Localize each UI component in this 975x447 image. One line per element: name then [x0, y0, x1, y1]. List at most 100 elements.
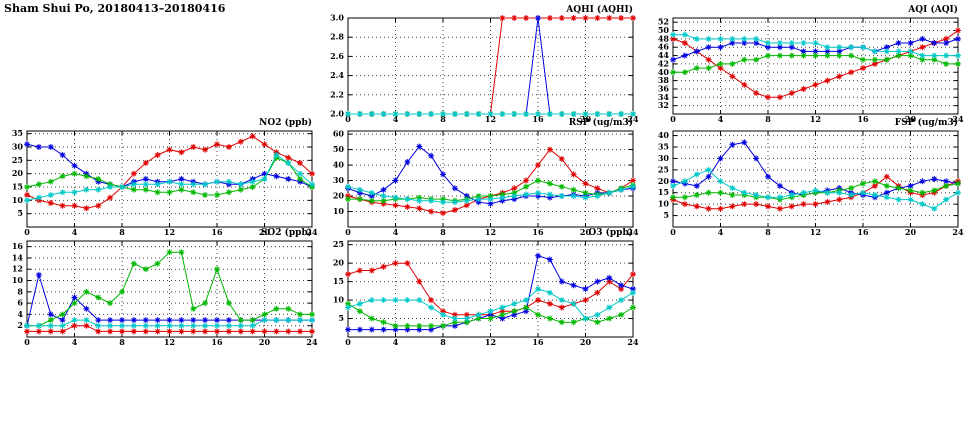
chart-plot-o3: 5 10 15 20 25 0 4 8 12 16 20 24 [333, 239, 639, 347]
svg-text:12: 12 [485, 227, 496, 237]
svg-text:20: 20 [580, 227, 592, 237]
svg-text:4: 4 [17, 309, 23, 319]
svg-text:8: 8 [440, 114, 446, 124]
svg-text:12: 12 [810, 227, 821, 237]
svg-text:25: 25 [658, 164, 669, 174]
svg-text:24: 24 [306, 227, 318, 237]
svg-text:50: 50 [333, 144, 345, 154]
svg-text:4: 4 [718, 227, 724, 237]
svg-text:32: 32 [658, 100, 669, 110]
svg-text:16: 16 [857, 227, 869, 237]
svg-text:10: 10 [333, 206, 345, 216]
svg-text:16: 16 [532, 227, 544, 237]
chart-plot-rsp: 10 20 30 40 50 60 0 4 8 12 16 20 24 [333, 129, 639, 237]
svg-text:4: 4 [718, 114, 724, 124]
svg-text:8: 8 [17, 286, 23, 296]
svg-text:20: 20 [905, 227, 917, 237]
svg-text:52: 52 [658, 17, 669, 27]
svg-text:34: 34 [658, 92, 670, 102]
svg-text:16: 16 [211, 227, 223, 237]
chart-title-fsp: FSP (ug/m3) [894, 118, 958, 128]
chart-title-rsp: RSP (ug/m3) [568, 118, 633, 128]
page-title: Sham Shui Po, 20180413–20180416 [4, 2, 226, 15]
svg-text:8: 8 [440, 337, 446, 347]
svg-text:5: 5 [663, 210, 669, 220]
svg-text:12: 12 [12, 264, 23, 274]
svg-text:10: 10 [333, 295, 345, 305]
chart-fsp: FSP (ug/m3) 5 10 15 20 25 30 35 40 0 4 8 12 16 20 24 [646, 117, 964, 241]
svg-text:4: 4 [393, 114, 399, 124]
svg-text:20: 20 [905, 114, 917, 124]
svg-text:0: 0 [670, 227, 676, 237]
chart-title-aqi: AQI (AQI) [908, 5, 958, 15]
svg-text:42: 42 [658, 58, 669, 68]
svg-text:35: 35 [12, 128, 23, 138]
svg-text:14: 14 [12, 252, 24, 262]
chart-plot-no2: 5 10 15 20 25 30 35 0 4 8 12 16 20 24 [12, 128, 318, 237]
svg-text:16: 16 [857, 114, 869, 124]
svg-text:8: 8 [765, 114, 771, 124]
chart-so2: SO2 (ppb) 2 4 6 8 10 12 14 16 0 4 8 12 16 20 24 [0, 227, 318, 351]
svg-text:30: 30 [12, 142, 24, 152]
svg-text:0: 0 [345, 337, 351, 347]
svg-text:38: 38 [658, 75, 670, 85]
svg-text:8: 8 [440, 227, 446, 237]
chart-o3: O3 (ppb) 5 10 15 20 25 0 4 8 12 16 20 24 [321, 227, 639, 351]
svg-text:16: 16 [532, 114, 544, 124]
svg-text:4: 4 [72, 337, 78, 347]
svg-text:20: 20 [580, 337, 592, 347]
svg-text:15: 15 [333, 276, 344, 286]
svg-text:20: 20 [580, 114, 592, 124]
svg-text:35: 35 [658, 142, 669, 152]
svg-text:15: 15 [12, 182, 23, 192]
svg-text:24: 24 [306, 337, 318, 347]
svg-text:3.0: 3.0 [330, 13, 344, 23]
svg-text:10: 10 [12, 275, 24, 285]
svg-text:0: 0 [24, 337, 30, 347]
svg-text:30: 30 [333, 175, 345, 185]
chart-plot-aqhi: 2.0 2.2 2.4 2.6 2.8 3.0 0 4 8 12 16 20 24 [330, 13, 639, 125]
svg-text:8: 8 [119, 227, 125, 237]
svg-text:50: 50 [658, 25, 670, 35]
chart-aqi: AQI (AQI) 32 34 36 38 40 42 44 46 48 50 52 0 4 8 12 16 2… [646, 4, 964, 128]
svg-text:0: 0 [345, 114, 351, 124]
svg-text:20: 20 [658, 176, 670, 186]
svg-text:46: 46 [658, 42, 670, 52]
svg-text:2.8: 2.8 [330, 32, 344, 42]
chart-title-aqhi: AQHI (AQHI) [566, 5, 633, 15]
svg-text:24: 24 [627, 227, 639, 237]
svg-text:20: 20 [12, 168, 24, 178]
chart-no2: NO2 (ppb) 5 10 15 20 25 30 35 0 4 8 12 16 20 24 [0, 117, 318, 241]
svg-text:4: 4 [393, 227, 399, 237]
svg-text:30: 30 [658, 153, 670, 163]
svg-text:16: 16 [211, 337, 223, 347]
svg-text:2.0: 2.0 [330, 109, 344, 119]
svg-text:24: 24 [952, 114, 964, 124]
svg-text:2.2: 2.2 [330, 89, 344, 99]
svg-text:10: 10 [12, 195, 24, 205]
svg-text:15: 15 [658, 187, 669, 197]
svg-text:0: 0 [670, 114, 676, 124]
chart-title-so2: SO2 (ppb) [260, 228, 312, 238]
svg-text:20: 20 [333, 258, 345, 268]
svg-text:44: 44 [658, 50, 670, 60]
svg-text:36: 36 [658, 83, 670, 93]
chart-rsp: RSP (ug/m3) 10 20 30 40 50 60 0 4 8 12 16 20 24 [321, 117, 639, 241]
svg-text:10: 10 [658, 199, 670, 209]
svg-text:60: 60 [333, 129, 345, 139]
svg-text:16: 16 [12, 241, 24, 251]
svg-text:24: 24 [952, 227, 964, 237]
svg-text:6: 6 [17, 298, 23, 308]
svg-text:48: 48 [658, 33, 670, 43]
svg-text:2.4: 2.4 [330, 70, 344, 80]
svg-text:12: 12 [164, 227, 175, 237]
svg-text:20: 20 [259, 337, 271, 347]
svg-text:2.6: 2.6 [330, 51, 344, 61]
svg-text:8: 8 [119, 337, 125, 347]
svg-text:25: 25 [12, 155, 23, 165]
svg-text:5: 5 [338, 313, 344, 323]
svg-text:25: 25 [333, 239, 344, 249]
svg-text:16: 16 [532, 337, 544, 347]
